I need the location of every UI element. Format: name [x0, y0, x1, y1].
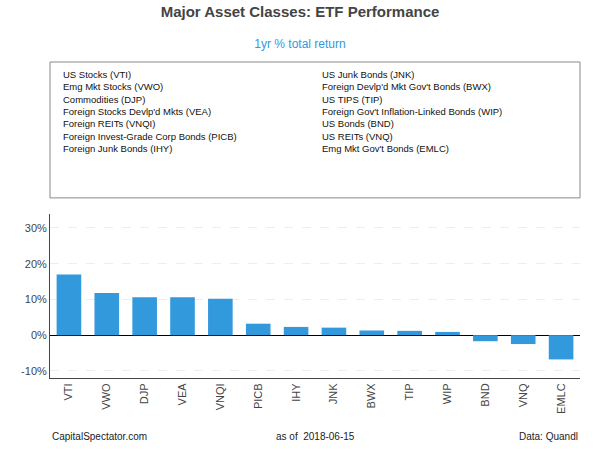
svg-text:IHY: IHY — [290, 383, 302, 402]
svg-text:0%: 0% — [31, 329, 47, 341]
svg-text:Data: Quandl: Data: Quandl — [519, 431, 578, 442]
svg-text:DJP: DJP — [138, 383, 150, 404]
svg-text:10%: 10% — [25, 293, 47, 305]
svg-text:CapitalSpectator.com: CapitalSpectator.com — [52, 431, 147, 442]
svg-text:1yr % total return: 1yr % total return — [254, 37, 345, 51]
svg-text:as of 2018-06-15: as of 2018-06-15 — [276, 431, 355, 442]
svg-text:Major Asset Classes: ETF Perfo: Major Asset Classes: ETF Performance — [161, 3, 440, 20]
svg-text:BND: BND — [479, 383, 491, 406]
svg-text:BWX: BWX — [365, 383, 377, 409]
svg-text:VWO: VWO — [100, 383, 112, 410]
svg-text:TIP: TIP — [403, 383, 415, 400]
svg-text:US Junk Bonds (JNK)Foreign Dev: US Junk Bonds (JNK)Foreign Devlp'd Mkt G… — [322, 69, 502, 154]
svg-text:US Stocks (VTI)Emg Mkt Stocks: US Stocks (VTI)Emg Mkt Stocks (VWO)Commo… — [63, 69, 237, 154]
svg-text:20%: 20% — [25, 258, 47, 270]
svg-text:-10%: -10% — [21, 365, 47, 377]
svg-text:EMLC: EMLC — [555, 383, 567, 414]
svg-text:VEA: VEA — [176, 383, 188, 406]
svg-text:VNQ: VNQ — [517, 383, 529, 407]
svg-text:VNQI: VNQI — [214, 383, 226, 410]
svg-text:JNK: JNK — [328, 383, 340, 404]
svg-text:PICB: PICB — [252, 383, 264, 409]
svg-text:WIP: WIP — [441, 383, 453, 404]
svg-text:VTI: VTI — [63, 383, 75, 400]
svg-text:30%: 30% — [25, 222, 47, 234]
